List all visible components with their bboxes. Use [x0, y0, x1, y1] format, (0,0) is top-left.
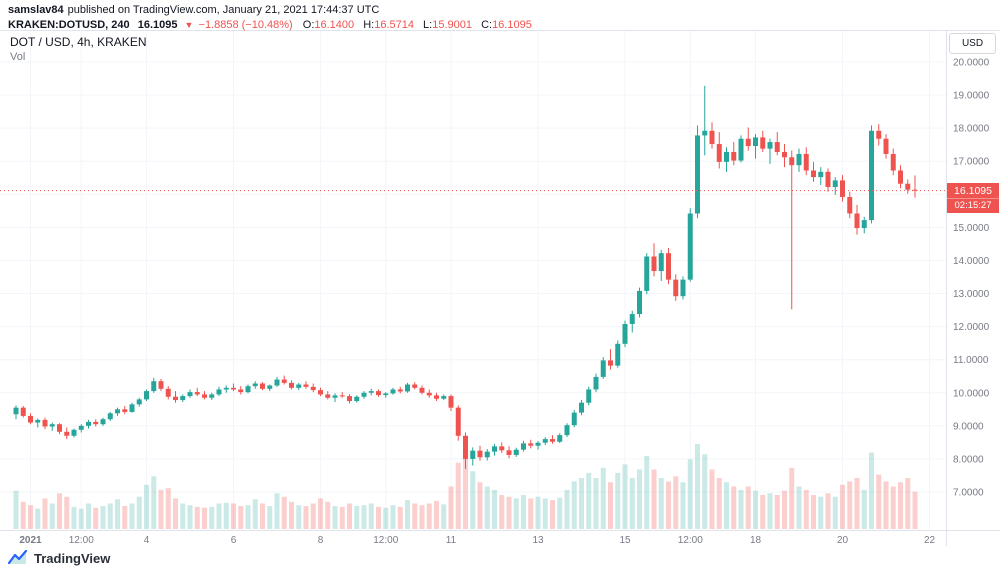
svg-text:19.0000: 19.0000 [953, 91, 990, 102]
svg-text:14.0000: 14.0000 [953, 256, 990, 267]
price-change: −1.8858 (−10.48%) [198, 19, 293, 31]
open-label: O: [302, 19, 315, 31]
published-text: published on TradingView.com, January 21… [67, 4, 380, 16]
svg-text:11: 11 [446, 535, 457, 546]
svg-text:20: 20 [837, 535, 849, 546]
low-label: L: [423, 19, 433, 31]
svg-text:18.0000: 18.0000 [953, 124, 990, 135]
volume-indicator-label[interactable]: Vol [10, 51, 26, 63]
symbol-name[interactable]: KRAKEN:DOTUSD, 240 [8, 19, 130, 31]
svg-text:20.0000: 20.0000 [953, 58, 990, 69]
svg-text:13: 13 [532, 535, 544, 546]
svg-text:13.0000: 13.0000 [953, 289, 990, 300]
open-value: 16.1400 [314, 19, 355, 31]
svg-text:15.0000: 15.0000 [953, 223, 990, 234]
chart-legend[interactable]: DOT / USD, 4h, KRAKEN [10, 35, 147, 49]
low-value: 15.9001 [432, 19, 472, 31]
svg-text:18: 18 [750, 535, 762, 546]
svg-text:8.0000: 8.0000 [953, 454, 984, 465]
svg-text:12.0000: 12.0000 [953, 322, 990, 333]
svg-text:15: 15 [619, 535, 631, 546]
svg-text:10.0000: 10.0000 [953, 388, 990, 399]
price-down-icon: ▼ [184, 20, 194, 30]
high-value: 16.5714 [374, 19, 414, 31]
svg-text:2021: 2021 [19, 535, 42, 546]
high-label: H: [363, 19, 375, 31]
last-price-tag[interactable]: 16.1095 02:15:27 [947, 182, 999, 213]
currency-toggle-button[interactable]: USD [949, 33, 996, 54]
svg-text:22: 22 [924, 535, 936, 546]
svg-text:11.0000: 11.0000 [953, 355, 989, 366]
tradingview-brand-text: TradingView [34, 550, 111, 566]
tradingview-footer-link[interactable]: TradingView [8, 549, 110, 567]
svg-text:17.0000: 17.0000 [953, 157, 990, 168]
close-label: C: [481, 19, 493, 31]
svg-text:7.0000: 7.0000 [953, 488, 984, 499]
svg-text:9.0000: 9.0000 [953, 421, 984, 432]
last-price-tag-value: 16.1095 [947, 182, 999, 198]
candle-countdown: 02:15:27 [947, 197, 999, 213]
close-value: 16.1095 [492, 19, 532, 31]
author-name: samslav84 [8, 4, 64, 16]
publish-header: samslav84 published on TradingView.com, J… [8, 4, 379, 16]
tradingview-logo-icon [8, 549, 28, 565]
symbol-header: KRAKEN:DOTUSD, 240 16.1095 ▼ −1.8858 (−1… [8, 19, 538, 31]
svg-text:12:00: 12:00 [69, 535, 94, 546]
svg-text:12:00: 12:00 [678, 535, 703, 546]
svg-text:6: 6 [231, 535, 237, 546]
svg-text:8: 8 [318, 535, 324, 546]
last-price-value: 16.1095 [137, 19, 178, 31]
svg-text:4: 4 [144, 535, 150, 546]
svg-text:12:00: 12:00 [373, 535, 398, 546]
